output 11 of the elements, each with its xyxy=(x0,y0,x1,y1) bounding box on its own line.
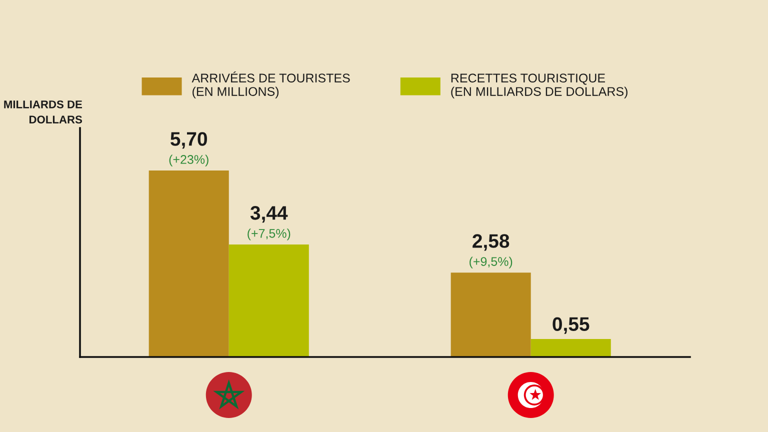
bar xyxy=(450,272,531,357)
data-label: 5,70 (+23%) xyxy=(169,132,208,166)
y-axis-title: MILLIARDS DE DOLLARS xyxy=(4,100,82,124)
data-label: 0,55 xyxy=(552,317,590,334)
bar xyxy=(228,244,309,357)
bar xyxy=(530,339,611,357)
legend-label: ARRIVÉES DE TOURISTES (EN MILLIONS) xyxy=(192,72,350,98)
data-label: 3,44 (+7,5%) xyxy=(248,206,290,240)
data-label: 2,58 (+9,5%) xyxy=(470,234,512,268)
bar xyxy=(148,170,229,357)
legend-label: RECETTES TOURISTIQUE (EN MILLIARDS DE DOLLARS) xyxy=(451,74,628,98)
